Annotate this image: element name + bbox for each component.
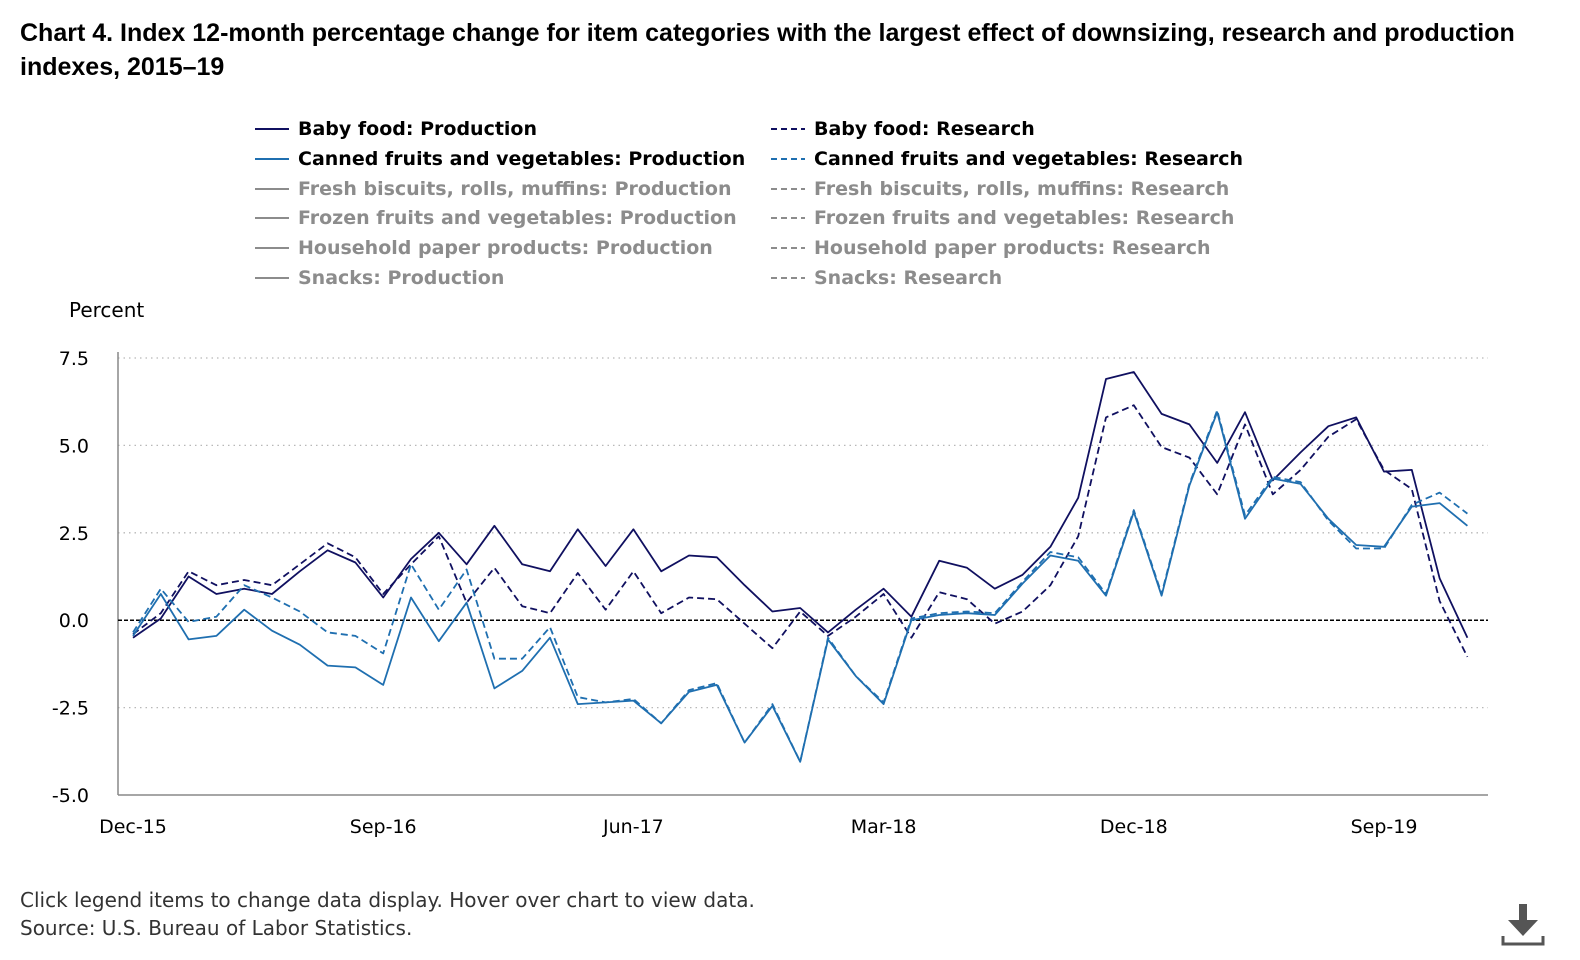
legend-label: Household paper products: Production [298,237,713,260]
series-line[interactable] [132,404,1469,658]
x-tick-label: Sep-19 [1351,816,1418,838]
footer-source: Source: U.S. Bureau of Labor Statistics. [20,916,413,940]
legend-item[interactable]: Household paper products: Production [255,233,713,263]
y-axis-label: Percent [69,298,144,322]
legend-swatch [771,128,805,130]
legend-label: Fresh biscuits, rolls, muffins: Producti… [298,177,732,200]
legend-swatch [255,277,289,279]
line-chart[interactable]: Percent -5.0 -2.5 0.0 2.5 5.0 7.5 Dec-15 Sep-16… [0,290,1580,850]
legend-label: Snacks: Research [814,267,1003,289]
legend-item[interactable]: Snacks: Production [255,263,504,293]
y-tick-label: 7.5 [59,348,89,370]
legend-swatch [255,247,289,250]
series-line[interactable] [132,409,1468,763]
legend-item[interactable]: Frozen fruits and vegetables: Research [771,203,1234,233]
legend-label: Baby food: Production [298,118,538,140]
y-tick-label: 5.0 [59,435,89,457]
chart-footer: Click legend items to change data displa… [20,886,755,942]
legend-label: Frozen fruits and vegetables: Production [298,207,737,230]
gridlines [118,357,1488,709]
legend-item[interactable]: Baby food: Production [255,114,537,144]
footer-instructions: Click legend items to change data displa… [20,888,755,912]
legend-item[interactable]: Frozen fruits and vegetables: Production [255,203,737,233]
x-tick-label: Mar-18 [851,816,917,838]
legend-item[interactable]: Canned fruits and vegetables: Research [771,144,1243,174]
legend-swatch [771,277,805,279]
legend-swatch [771,187,805,190]
legend-item[interactable]: Canned fruits and vegetables: Production [255,144,745,174]
legend-swatch [255,217,289,220]
legend-label: Canned fruits and vegetables: Production [298,147,746,170]
x-tick-label: Jun-17 [602,816,664,838]
legend-swatch [255,128,289,130]
series-line[interactable] [132,371,1469,639]
legend-swatch [255,187,289,190]
legend-swatch [771,157,805,160]
y-tick-label: 0.0 [59,610,89,632]
legend-swatch [771,247,805,250]
legend-label: Snacks: Production [298,267,505,289]
axes: -5.0 -2.5 0.0 2.5 5.0 7.5 Dec-15 Sep-16 Jun-17 Ma… [52,348,1488,838]
y-tick-label: -5.0 [52,785,89,807]
legend-swatch [771,217,805,220]
download-icon[interactable] [1500,900,1546,948]
x-tick-label: Dec-15 [99,816,167,838]
legend-swatch [255,157,289,160]
legend-item[interactable]: Baby food: Research [771,114,1035,144]
legend-item[interactable]: Household paper products: Research [771,233,1211,263]
x-tick-label: Sep-16 [350,816,417,838]
legend-label: Fresh biscuits, rolls, muffins: Research [814,177,1230,200]
chart-title: Chart 4. Index 12-month percentage chang… [20,19,1515,81]
y-tick-label: 2.5 [59,523,89,545]
legend-item[interactable]: Snacks: Research [771,263,1002,293]
legend-label: Baby food: Research [814,118,1035,140]
legend-item[interactable]: Fresh biscuits, rolls, muffins: Producti… [255,174,731,204]
series-lines[interactable] [132,371,1469,763]
legend-label: Canned fruits and vegetables: Research [814,147,1244,170]
y-tick-label: -2.5 [52,698,89,720]
legend-label: Frozen fruits and vegetables: Research [814,207,1235,230]
legend-item[interactable]: Fresh biscuits, rolls, muffins: Research [771,174,1229,204]
series-line[interactable] [132,411,1468,763]
x-tick-label: Dec-18 [1100,816,1168,838]
legend-label: Household paper products: Research [814,237,1211,260]
